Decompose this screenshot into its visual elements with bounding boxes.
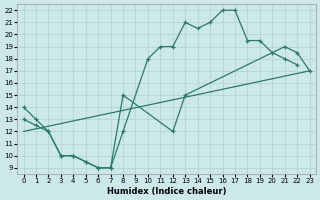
X-axis label: Humidex (Indice chaleur): Humidex (Indice chaleur) bbox=[107, 187, 226, 196]
